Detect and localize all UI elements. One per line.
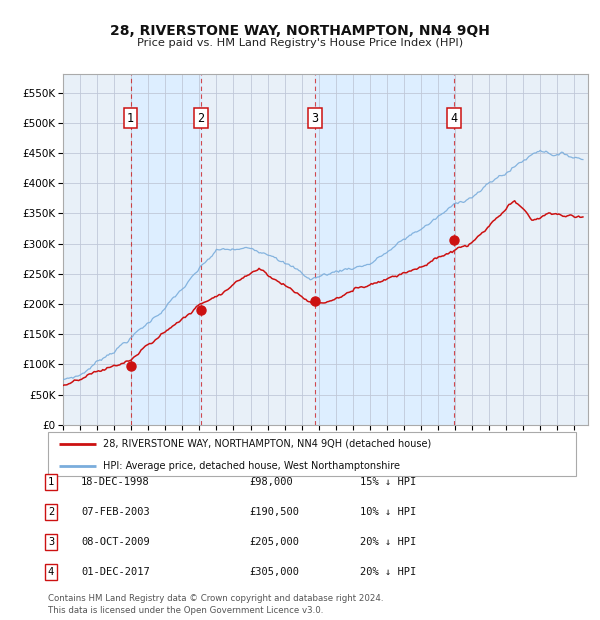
Text: Price paid vs. HM Land Registry's House Price Index (HPI): Price paid vs. HM Land Registry's House … <box>137 38 463 48</box>
Text: 01-DEC-2017: 01-DEC-2017 <box>81 567 150 577</box>
Bar <box>131 74 201 425</box>
Text: £98,000: £98,000 <box>249 477 293 487</box>
Text: 28, RIVERSTONE WAY, NORTHAMPTON, NN4 9QH: 28, RIVERSTONE WAY, NORTHAMPTON, NN4 9QH <box>110 24 490 38</box>
Text: 2: 2 <box>197 112 205 125</box>
Text: 20% ↓ HPI: 20% ↓ HPI <box>360 567 416 577</box>
Text: 3: 3 <box>311 112 319 125</box>
Text: 4: 4 <box>48 567 54 577</box>
Text: £205,000: £205,000 <box>249 537 299 547</box>
Text: 18-DEC-1998: 18-DEC-1998 <box>81 477 150 487</box>
Text: £305,000: £305,000 <box>249 567 299 577</box>
Text: 2: 2 <box>48 507 54 517</box>
Text: Contains HM Land Registry data © Crown copyright and database right 2024.
This d: Contains HM Land Registry data © Crown c… <box>48 594 383 615</box>
Text: 1: 1 <box>127 112 134 125</box>
Bar <box>315 74 454 425</box>
Text: 07-FEB-2003: 07-FEB-2003 <box>81 507 150 517</box>
Text: 1: 1 <box>48 477 54 487</box>
Text: 28, RIVERSTONE WAY, NORTHAMPTON, NN4 9QH (detached house): 28, RIVERSTONE WAY, NORTHAMPTON, NN4 9QH… <box>103 438 431 449</box>
Text: 08-OCT-2009: 08-OCT-2009 <box>81 537 150 547</box>
Text: £190,500: £190,500 <box>249 507 299 517</box>
Text: HPI: Average price, detached house, West Northamptonshire: HPI: Average price, detached house, West… <box>103 461 400 471</box>
Text: 10% ↓ HPI: 10% ↓ HPI <box>360 507 416 517</box>
Text: 4: 4 <box>450 112 457 125</box>
Text: 20% ↓ HPI: 20% ↓ HPI <box>360 537 416 547</box>
Text: 3: 3 <box>48 537 54 547</box>
Text: 15% ↓ HPI: 15% ↓ HPI <box>360 477 416 487</box>
